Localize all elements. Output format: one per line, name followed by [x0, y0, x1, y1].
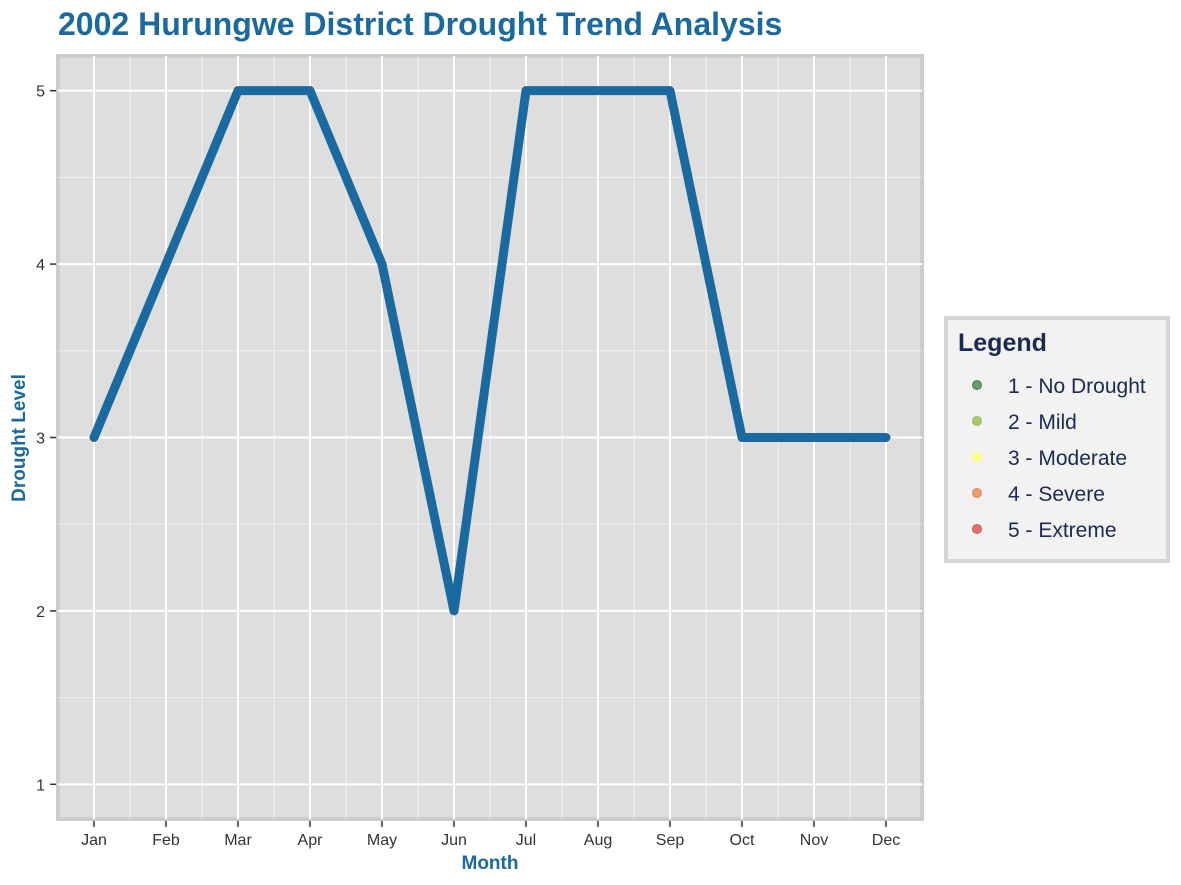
data-point-sep	[669, 89, 671, 92]
legend-key-2	[972, 416, 982, 426]
x-tick-label: Mar	[224, 832, 252, 849]
legend-label-2: 2 - Mild	[1008, 411, 1077, 434]
x-tick-label: Nov	[800, 832, 828, 849]
legend-box	[944, 316, 1170, 563]
data-point-jul	[525, 89, 527, 92]
x-axis-title: Month	[462, 853, 519, 874]
data-point-dec	[885, 436, 887, 439]
data-point-may	[381, 263, 383, 266]
x-tick-label: Apr	[298, 832, 324, 849]
data-point-aug	[597, 89, 599, 92]
x-tick-label: Oct	[730, 832, 755, 849]
x-axis: Jan Feb Mar Apr May Jun Jul Aug Sep Oct Nov Dec	[81, 821, 900, 849]
y-tick-label: 4	[36, 257, 45, 274]
y-axis-title: Drought Level	[9, 374, 30, 502]
y-tick-label: 5	[36, 84, 45, 101]
data-point-oct	[741, 436, 743, 439]
legend-label-3: 3 - Moderate	[1008, 447, 1127, 470]
y-axis: 1 2 3 4 5	[36, 84, 56, 794]
x-tick-label: Jun	[441, 832, 467, 849]
plot-panel	[56, 54, 924, 821]
legend: Legend 1 - No Drought 2 - Mild 3 - Moderat…	[944, 316, 1170, 563]
data-point-nov	[813, 436, 815, 439]
data-point-apr	[309, 89, 311, 92]
series-line	[89, 86, 891, 616]
legend-key-3	[972, 452, 982, 462]
x-tick-label: Dec	[872, 832, 900, 849]
y-tick-label: 1	[36, 777, 45, 794]
legend-title: Legend	[958, 329, 1047, 357]
legend-label-1: 1 - No Drought	[1008, 375, 1146, 398]
x-tick-label: Jul	[516, 832, 536, 849]
legend-label-4: 4 - Severe	[1008, 483, 1105, 506]
x-tick-label: Sep	[656, 832, 685, 849]
data-point-feb	[165, 263, 167, 266]
x-tick-label: Jan	[81, 832, 107, 849]
data-point-jun	[453, 609, 455, 612]
legend-label-5: 5 - Extreme	[1008, 519, 1117, 542]
data-point-mar	[237, 89, 239, 92]
legend-items: 1 - No Drought 2 - Mild 3 - Moderate 4 - Se…	[972, 375, 1146, 542]
chart-title: 2002 Hurungwe District Drought Trend Ana…	[58, 6, 782, 42]
legend-key-1	[972, 380, 982, 390]
x-tick-label: Aug	[584, 832, 612, 849]
data-point-jan	[93, 436, 95, 439]
legend-key-4	[972, 488, 982, 498]
x-tick-label: May	[367, 832, 397, 849]
legend-key-5	[972, 524, 982, 534]
x-tick-label: Feb	[152, 832, 180, 849]
y-tick-label: 2	[36, 604, 45, 621]
y-tick-label: 3	[36, 431, 45, 448]
